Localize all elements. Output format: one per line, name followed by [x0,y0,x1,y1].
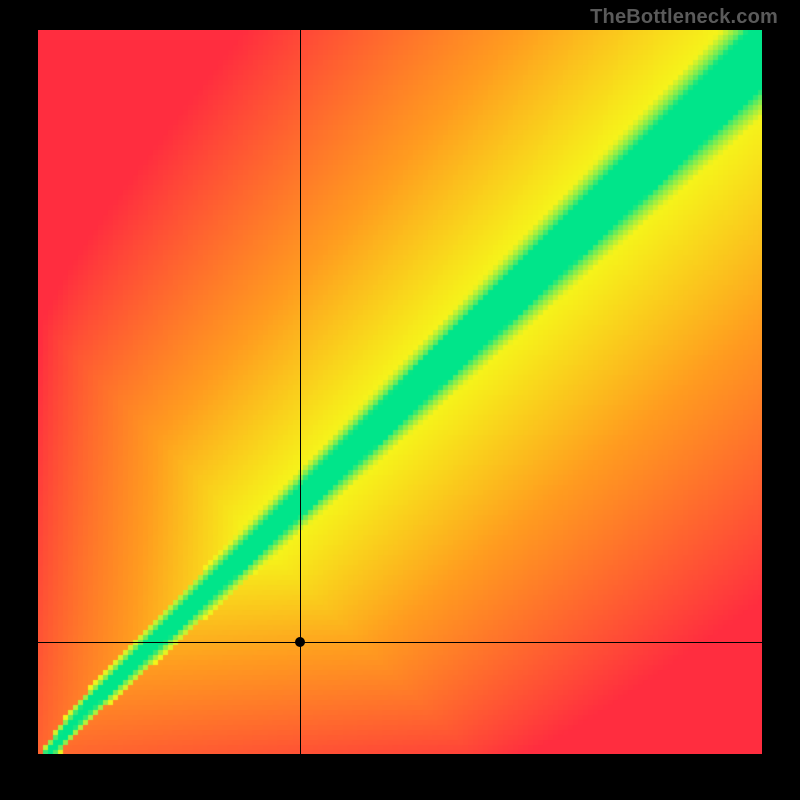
watermark-text: TheBottleneck.com [590,6,778,29]
crosshair-horizontal [38,642,762,643]
heatmap-canvas [38,30,762,754]
chart-container: TheBottleneck.com [0,0,800,800]
plot-area [38,30,762,754]
crosshair-marker [295,637,305,647]
